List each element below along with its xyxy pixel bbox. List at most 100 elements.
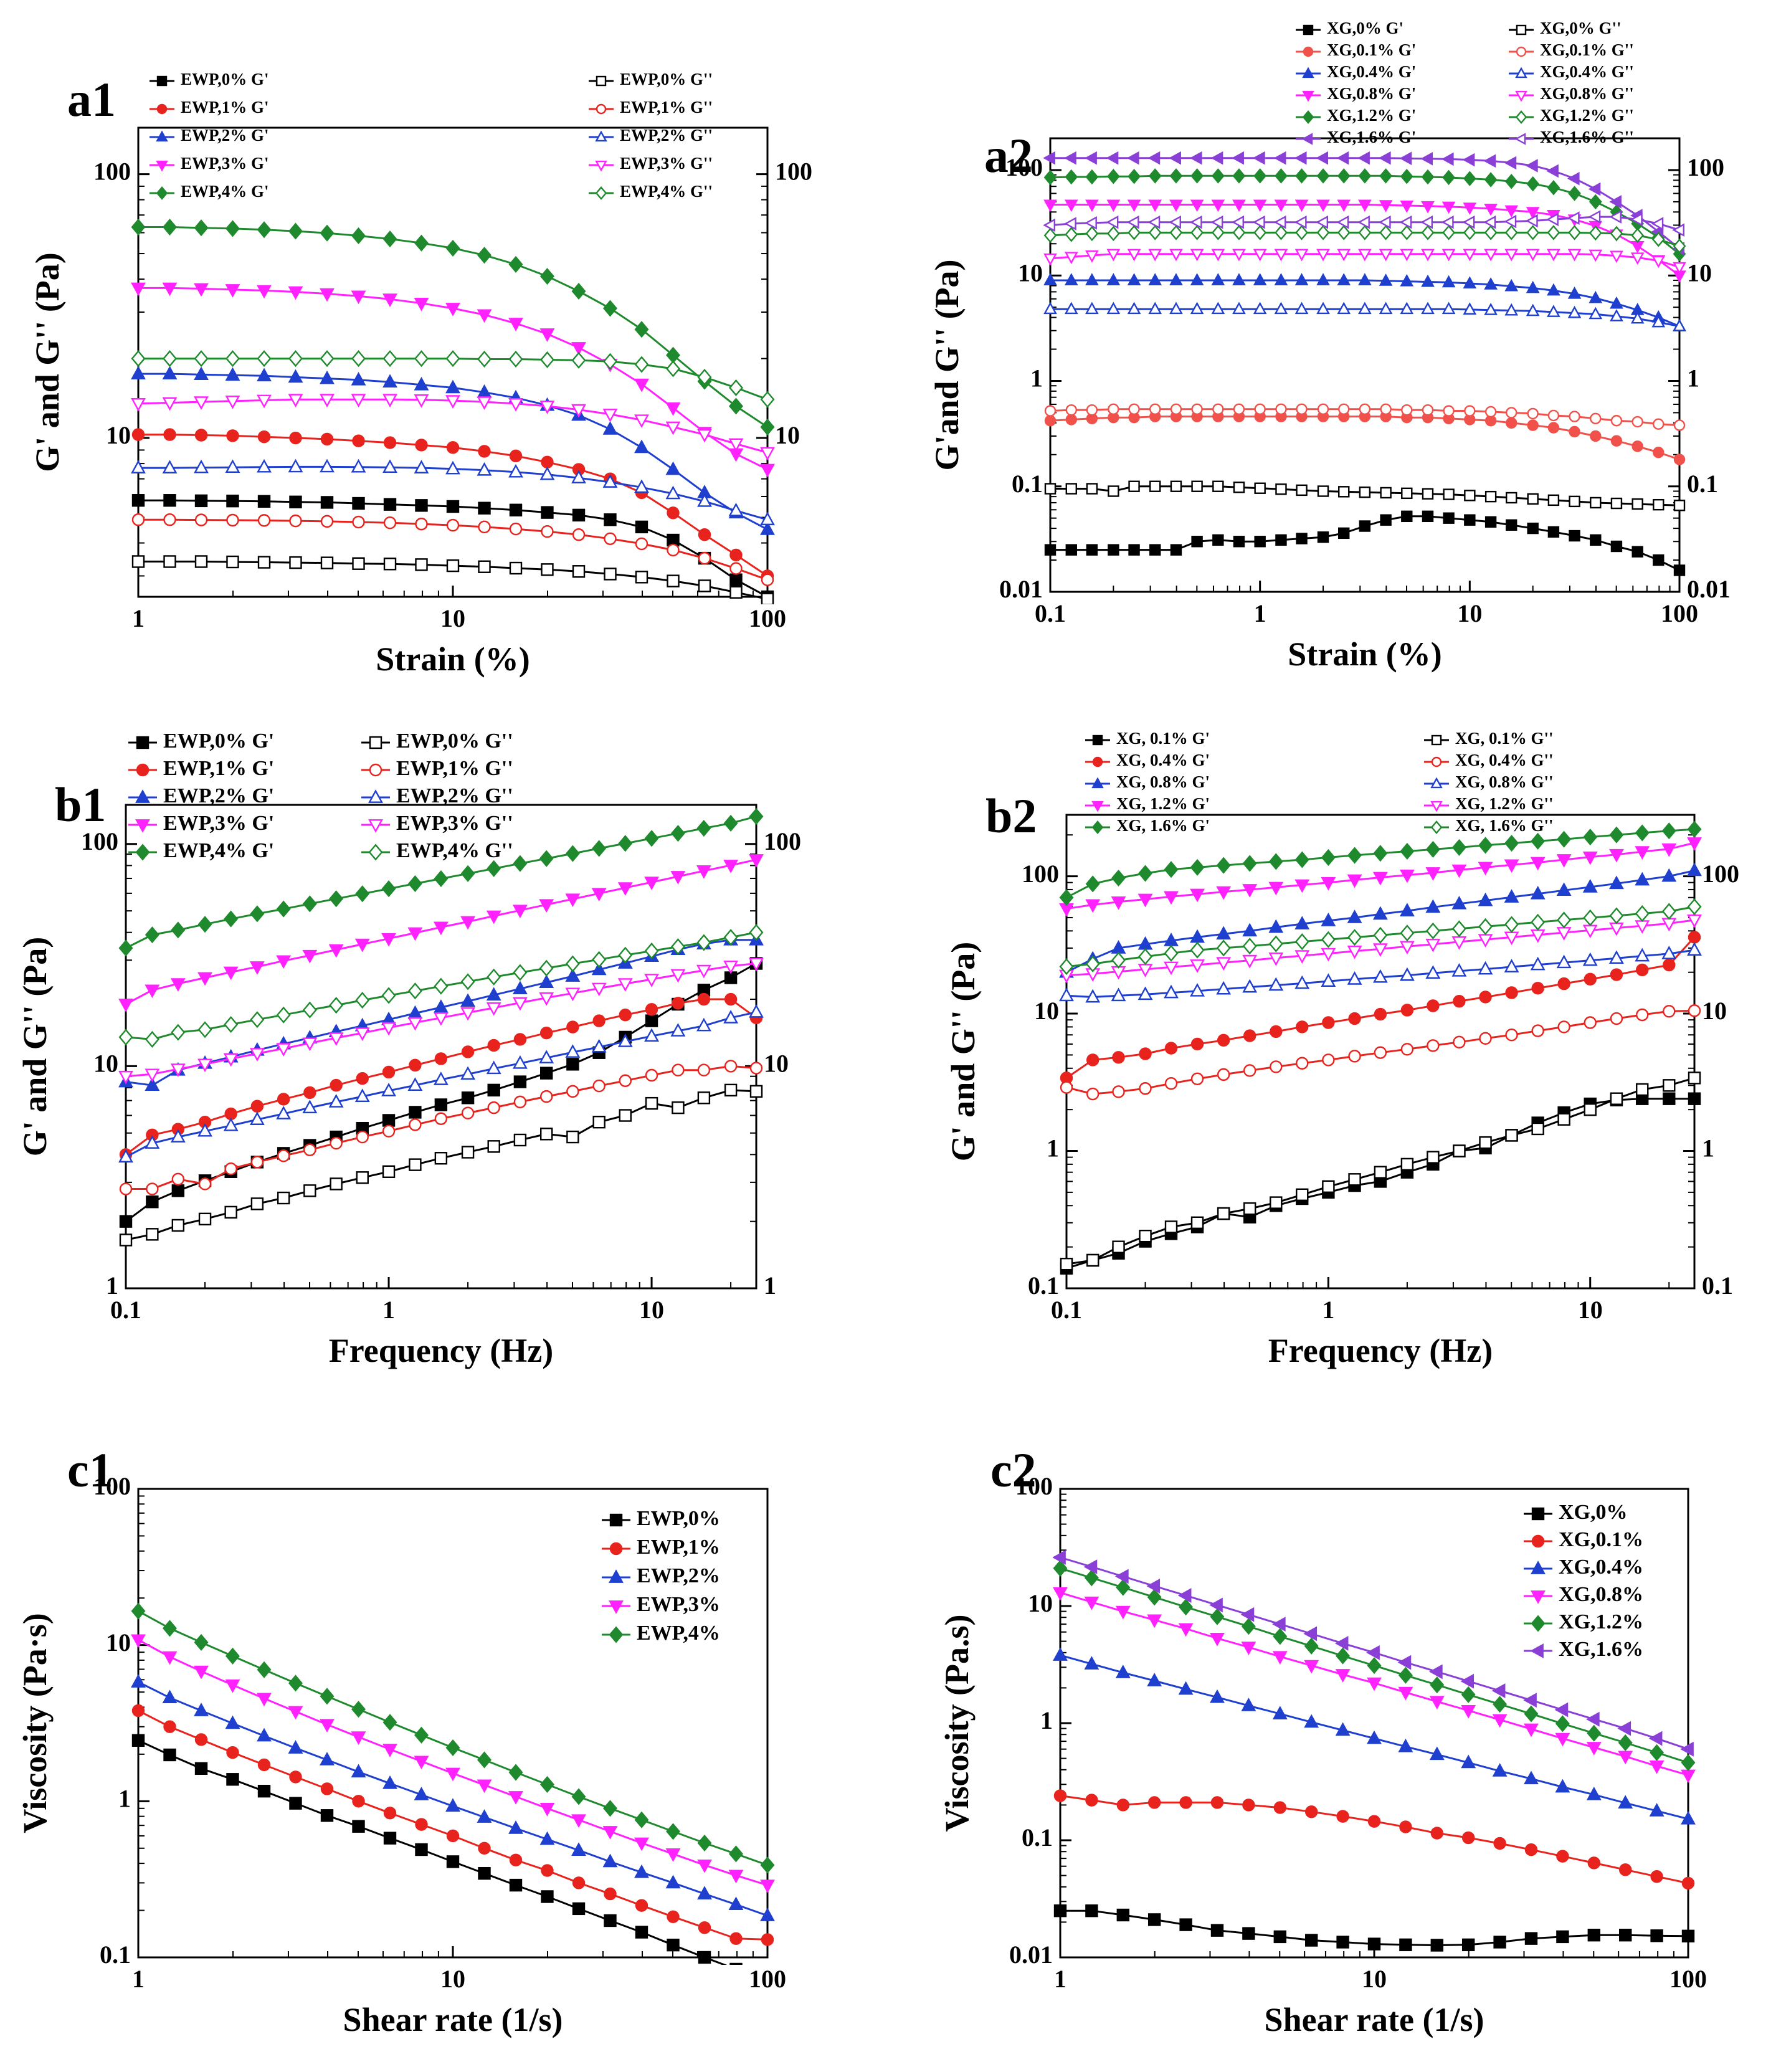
data-point xyxy=(1106,249,1121,262)
data-point xyxy=(1555,1732,1570,1747)
data-point xyxy=(667,574,680,587)
legend-marker xyxy=(1091,777,1104,789)
data-point xyxy=(1270,1060,1283,1073)
data-point xyxy=(1232,225,1246,240)
data-point xyxy=(697,992,711,1006)
data-point xyxy=(446,441,460,454)
data-point xyxy=(302,1001,317,1019)
data-point xyxy=(1044,415,1057,427)
data-point xyxy=(1618,1734,1633,1752)
data-point xyxy=(1210,215,1223,229)
data-point xyxy=(1128,225,1141,240)
data-point xyxy=(1211,225,1225,240)
legend-item: XG, 0.4% G'' xyxy=(1424,751,1554,769)
legend-item: XG,1.6% G' xyxy=(1296,128,1416,146)
data-point xyxy=(1053,1647,1068,1661)
data-point xyxy=(330,1136,343,1150)
data-point xyxy=(277,1093,290,1106)
legend-marker xyxy=(1430,777,1443,789)
data-point xyxy=(162,282,178,297)
legend-label: EWP,0% G'' xyxy=(396,729,513,753)
data-point xyxy=(1672,223,1685,237)
data-point xyxy=(1453,1144,1466,1157)
data-point xyxy=(414,297,429,311)
data-point xyxy=(486,987,501,1001)
data-point xyxy=(749,854,764,868)
data-point xyxy=(257,368,272,382)
data-point xyxy=(382,1775,397,1789)
data-point xyxy=(1357,215,1370,229)
data-point xyxy=(1399,941,1415,955)
data-point xyxy=(1443,512,1455,524)
data-point xyxy=(1461,1704,1476,1719)
series xyxy=(131,366,775,535)
legend-item: XG, 0.4% G' xyxy=(1085,751,1210,769)
data-point xyxy=(672,1063,685,1076)
data-point xyxy=(1191,403,1203,415)
data-point xyxy=(1688,1072,1701,1085)
data-point xyxy=(145,926,159,944)
data-point xyxy=(145,984,160,999)
legend-item: XG,0.4% G' xyxy=(1296,62,1416,81)
data-point xyxy=(171,1184,185,1197)
data-point xyxy=(1527,419,1539,431)
legend-item: EWP,1% xyxy=(602,1536,720,1559)
data-point xyxy=(539,1090,553,1103)
data-point xyxy=(1273,1801,1287,1814)
data-point xyxy=(1043,302,1057,315)
data-point xyxy=(1378,215,1391,229)
data-point xyxy=(508,350,523,368)
data-point xyxy=(513,1095,527,1109)
data-point xyxy=(1461,1831,1475,1845)
data-point xyxy=(383,558,397,571)
data-point xyxy=(478,501,491,515)
data-point xyxy=(446,559,460,573)
data-point xyxy=(1304,1637,1319,1655)
data-point xyxy=(1569,411,1580,422)
data-point xyxy=(1347,874,1362,888)
y-tick-label: 0.1 xyxy=(100,1941,131,1969)
data-point xyxy=(1463,302,1477,315)
data-point xyxy=(445,379,460,394)
data-point xyxy=(1588,182,1601,196)
data-point xyxy=(1108,403,1119,415)
data-point xyxy=(194,513,208,526)
data-point xyxy=(194,1733,208,1746)
data-point xyxy=(539,466,555,480)
data-point xyxy=(194,429,208,442)
data-point xyxy=(288,286,303,300)
data-point xyxy=(302,895,317,913)
data-point xyxy=(320,459,335,473)
data-point xyxy=(539,1831,555,1845)
data-point xyxy=(666,346,680,364)
data-point xyxy=(1609,210,1622,224)
data-point xyxy=(276,900,291,918)
data-point xyxy=(118,1149,133,1163)
data-point xyxy=(1506,417,1517,429)
plot-area xyxy=(1059,820,1702,1275)
data-point xyxy=(197,1058,212,1073)
y-tick-label-right: 1 xyxy=(764,1271,776,1300)
data-point xyxy=(1086,483,1098,495)
data-point xyxy=(118,939,133,957)
data-point xyxy=(1506,407,1517,419)
legend-label: XG,1.2% G'' xyxy=(1540,106,1634,125)
legend-marker xyxy=(156,103,168,115)
data-point xyxy=(1673,419,1686,431)
data-point xyxy=(162,366,178,379)
data-point xyxy=(541,1864,554,1877)
data-point xyxy=(1649,1803,1665,1817)
data-point xyxy=(446,500,460,513)
data-point xyxy=(320,496,334,509)
y-tick-label-right: 1 xyxy=(1702,1134,1714,1162)
data-point xyxy=(619,1009,632,1022)
data-point xyxy=(1190,249,1204,262)
data-point xyxy=(1296,403,1308,415)
data-point xyxy=(1336,1647,1351,1665)
data-point xyxy=(1178,1681,1194,1695)
legend-item: XG, 0.1% G' xyxy=(1085,729,1210,748)
y-tick-label: 10 xyxy=(106,421,131,449)
data-point xyxy=(226,1746,239,1759)
data-point xyxy=(1630,212,1643,227)
